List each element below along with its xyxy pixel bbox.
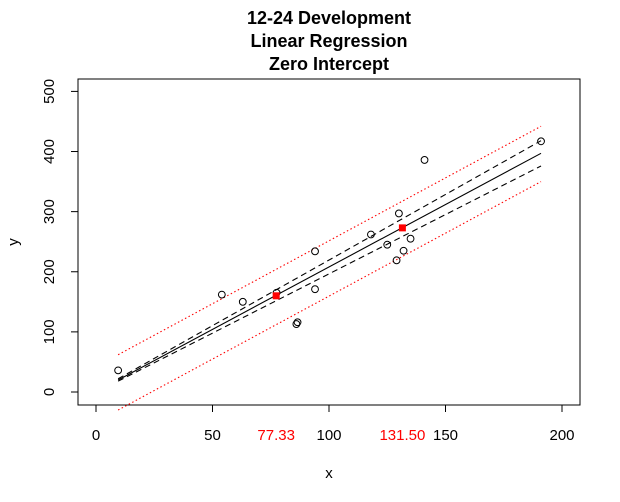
data-point — [311, 285, 319, 294]
data-point — [114, 366, 123, 375]
regression-fit-line — [117, 152, 542, 381]
x-tick-label: 100 — [316, 427, 341, 444]
y-tick-label: 300 — [41, 199, 58, 224]
y-tick-label: 500 — [41, 79, 58, 104]
title-line-3: Zero Intercept — [269, 54, 389, 74]
prediction-band-upper — [117, 125, 542, 356]
data-point — [420, 156, 429, 164]
title-line-1: 12-24 Development — [247, 8, 411, 28]
data-point — [537, 137, 545, 146]
y-tick-label: 100 — [41, 319, 58, 344]
data-point — [399, 246, 408, 255]
bands-layer — [117, 125, 542, 411]
data-point — [383, 240, 392, 249]
x-tick-label: 200 — [549, 427, 574, 444]
y-tick-label: 0 — [41, 388, 58, 396]
highlight-point — [398, 224, 406, 232]
data-point — [293, 318, 302, 327]
data-point — [395, 209, 403, 218]
highlight-x-tick-label: 77.33 — [257, 427, 295, 444]
confidence-band-lower — [117, 165, 542, 382]
y-tick-label: 200 — [41, 259, 58, 284]
y-axis-label: y — [5, 238, 22, 246]
highlight-point — [272, 292, 280, 300]
x-tick-label: 0 — [92, 427, 100, 444]
plot-frame — [77, 78, 581, 406]
data-point — [238, 297, 247, 306]
x-axis: 0 50 100 150 200 77.33 131.50 — [92, 404, 575, 444]
x-tick-label: 150 — [433, 427, 458, 444]
prediction-band-lower — [117, 181, 542, 411]
data-point — [392, 256, 401, 265]
confidence-band-upper — [117, 140, 542, 380]
y-axis: 0 100 200 300 400 500 — [41, 79, 79, 396]
data-point — [406, 234, 415, 243]
chart-title: 12-24 Development Linear Regression Zero… — [247, 8, 411, 74]
data-point — [367, 230, 375, 239]
x-axis-label: x — [325, 465, 333, 482]
points-layer — [114, 137, 545, 375]
y-tick-label: 400 — [41, 139, 58, 164]
x-tick-label: 50 — [204, 427, 221, 444]
data-point — [217, 290, 226, 299]
data-point — [292, 320, 301, 328]
title-line-2: Linear Regression — [250, 31, 407, 51]
highlight-x-tick-label: 131.50 — [379, 427, 425, 444]
data-point — [311, 247, 319, 256]
